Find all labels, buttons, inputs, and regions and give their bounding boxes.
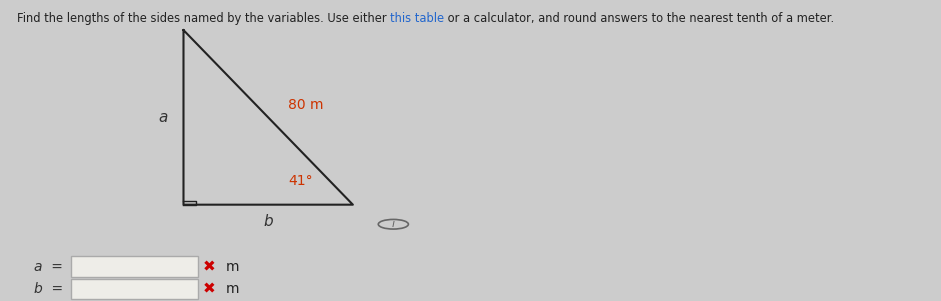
Text: 41°: 41° (289, 174, 313, 188)
Text: this table: this table (391, 12, 444, 25)
Text: m: m (226, 260, 239, 274)
Text: ✖: ✖ (202, 259, 215, 274)
Bar (71, 256, 198, 277)
Text: b: b (263, 214, 273, 229)
Text: 80 m: 80 m (288, 98, 324, 112)
Text: ✖: ✖ (202, 282, 215, 297)
Text: or a calculator, and round answers to the nearest tenth of a meter.: or a calculator, and round answers to th… (444, 12, 835, 25)
Text: Find the lengths of the sides named by the variables. Use either: Find the lengths of the sides named by t… (17, 12, 391, 25)
Text: i: i (391, 219, 395, 229)
Text: a  =: a = (34, 260, 63, 274)
Text: b  =: b = (34, 282, 63, 296)
Text: a: a (158, 110, 167, 125)
Bar (71, 279, 198, 299)
Text: m: m (226, 282, 239, 296)
